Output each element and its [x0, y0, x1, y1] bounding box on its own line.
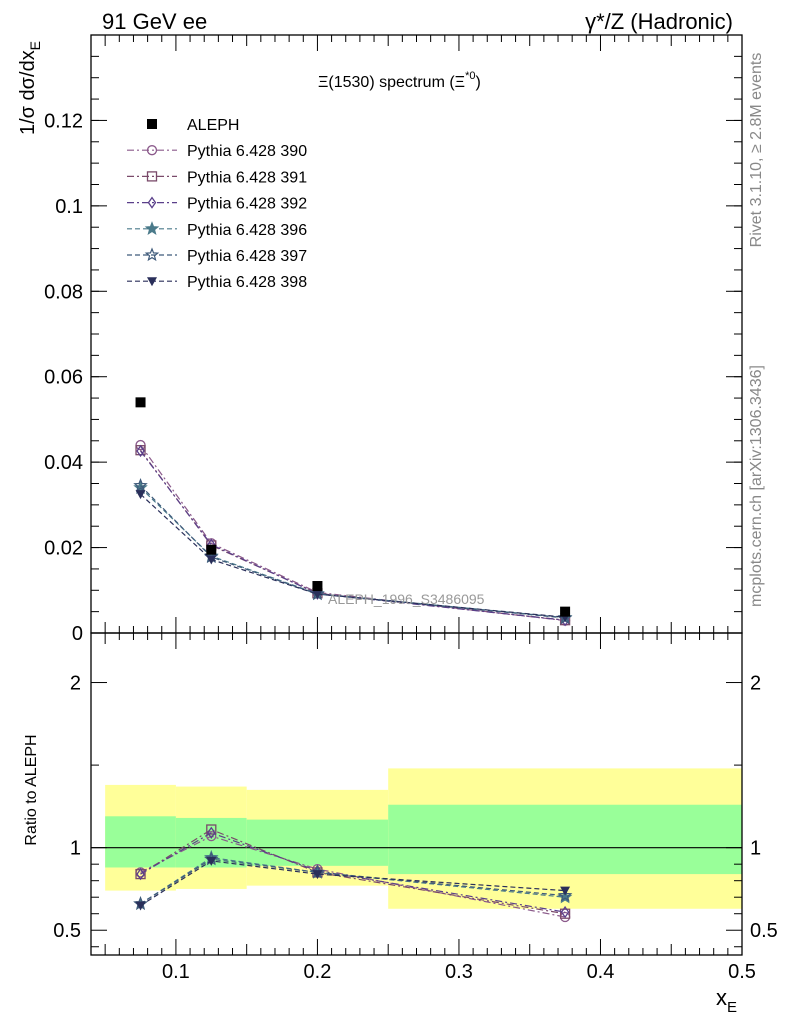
- data-point-series-6: [206, 555, 217, 565]
- ratio-point-series-3: [136, 867, 145, 881]
- ratio-y-tick-label: 1: [70, 838, 81, 860]
- data-point-aleph: [206, 544, 217, 555]
- main-y-axis-label: 1/σ dσ/dxE: [17, 41, 43, 135]
- ratio-point-series-6: [560, 886, 571, 896]
- ratio-y-tick-label: 2: [70, 673, 81, 695]
- ratio-point-series-6: [312, 870, 323, 880]
- ratio-series-line-3: [140, 832, 566, 913]
- ratio-point-series-3: [207, 826, 216, 839]
- rivet-version-text: Rivet 3.1.10, ≥ 2.8M events: [748, 53, 765, 248]
- x-tick-label: 0.1: [162, 961, 190, 983]
- legend-entry-label: Pythia 6.428 392: [187, 196, 307, 213]
- legend-marker: [147, 277, 157, 287]
- main-plot-panel: ALEPH_1996_S3486095 Ξ(1530) spectrum (Ξ*…: [17, 34, 743, 645]
- ratio-series-line-6: [140, 860, 566, 907]
- series-line-3: [140, 450, 566, 621]
- ratio-series-line-5: [140, 858, 566, 905]
- analysis-watermark: ALEPH_1996_S3486095: [328, 591, 485, 607]
- main-plot-content: [133, 397, 573, 627]
- header-left-label: 91 GeV ee: [102, 9, 207, 34]
- mcplots-text: mcplots.cern.ch [arXiv:1306.3436]: [748, 365, 765, 607]
- uncertainty-band-inner: [246, 819, 389, 866]
- legend-marker: [147, 196, 157, 209]
- x-axis-label: xE: [716, 985, 737, 1016]
- uncertainty-band-inner: [388, 804, 742, 875]
- legend-entry-label: Pythia 6.428 396: [187, 222, 307, 239]
- data-point-series-6: [312, 590, 323, 600]
- y-tick-label: 0.02: [44, 538, 83, 560]
- ratio-plot-content: [91, 768, 742, 923]
- ratio-point-series-5: [557, 887, 573, 902]
- x-tick-label: 0.4: [587, 961, 615, 983]
- data-point-series-3: [136, 444, 145, 458]
- y-tick-label: 0.12: [44, 110, 83, 132]
- ratio-series-line-4: [140, 856, 566, 905]
- y-tick-label: 0.08: [44, 281, 83, 303]
- legend-marker: [144, 221, 160, 235]
- ratio-point-series-6: [206, 856, 217, 866]
- data-point-series-5: [133, 478, 148, 492]
- legend-entry-label: Pythia 6.428 391: [187, 169, 307, 186]
- legend-marker: [146, 171, 158, 182]
- y-tick-label: 0.1: [55, 196, 83, 218]
- ratio-series-line-1: [140, 835, 566, 918]
- legend-entry-label: Pythia 6.428 397: [187, 248, 307, 265]
- plot-title: Ξ(1530) spectrum (Ξ*0): [318, 70, 481, 91]
- legend-entry-label: ALEPH: [187, 117, 239, 134]
- uncertainty-band-inner: [105, 816, 176, 868]
- header-right-label: γ*/Z (Hadronic): [585, 9, 733, 34]
- ratio-plot-panel: 0.5 0.5 1 1 2 2 0.1 0.2 0.3 0.4 0.5 Ratio to ALEP…: [23, 35, 778, 1016]
- main-y-axis: 0 0.02 0.04 0.06 0.08 0.1 0.12: [44, 35, 743, 645]
- data-point-aleph: [560, 606, 571, 617]
- data-point-aleph: [312, 581, 323, 592]
- data-point-aleph: [135, 397, 146, 408]
- legend-marker: [144, 247, 160, 262]
- legend-marker: [147, 119, 157, 129]
- series-line-6: [140, 493, 566, 618]
- ratio-point-series-2: [559, 908, 571, 919]
- x-tick-label: 0.5: [728, 961, 756, 983]
- x-tick-label: 0.2: [304, 961, 332, 983]
- x-axis: 0.1 0.2 0.3 0.4 0.5: [104, 35, 756, 983]
- y-tick-label: 0: [72, 623, 83, 645]
- ratio-y-tick-label-right: 1: [750, 838, 761, 860]
- legend-entry-label: Pythia 6.428 390: [187, 143, 307, 160]
- ratio-point-series-6: [135, 901, 146, 911]
- ratio-series-line-2: [140, 828, 566, 915]
- ratio-y-tick-label: 0.5: [53, 920, 81, 942]
- x-tick-label: 0.3: [445, 961, 473, 983]
- legend-marker: [146, 145, 158, 156]
- y-tick-label: 0.04: [44, 452, 83, 474]
- ratio-y-tick-label-right: 2: [750, 673, 761, 695]
- ratio-point-series-3: [560, 905, 570, 919]
- ratio-y-tick-label-right: 0.5: [750, 920, 778, 942]
- ratio-y-axis: 0.5 0.5 1 1 2 2: [53, 673, 778, 948]
- ratio-point-series-2: [206, 824, 217, 835]
- legend-entry-label: Pythia 6.428 398: [187, 274, 307, 291]
- ratio-y-axis-label: Ratio to ALEPH: [23, 734, 40, 845]
- data-point-series-6: [135, 490, 146, 500]
- legend: ALEPH Pythia 6.428 390 Pythia 6.428 391 Pyt…: [127, 117, 307, 291]
- y-tick-label: 0.06: [44, 367, 83, 389]
